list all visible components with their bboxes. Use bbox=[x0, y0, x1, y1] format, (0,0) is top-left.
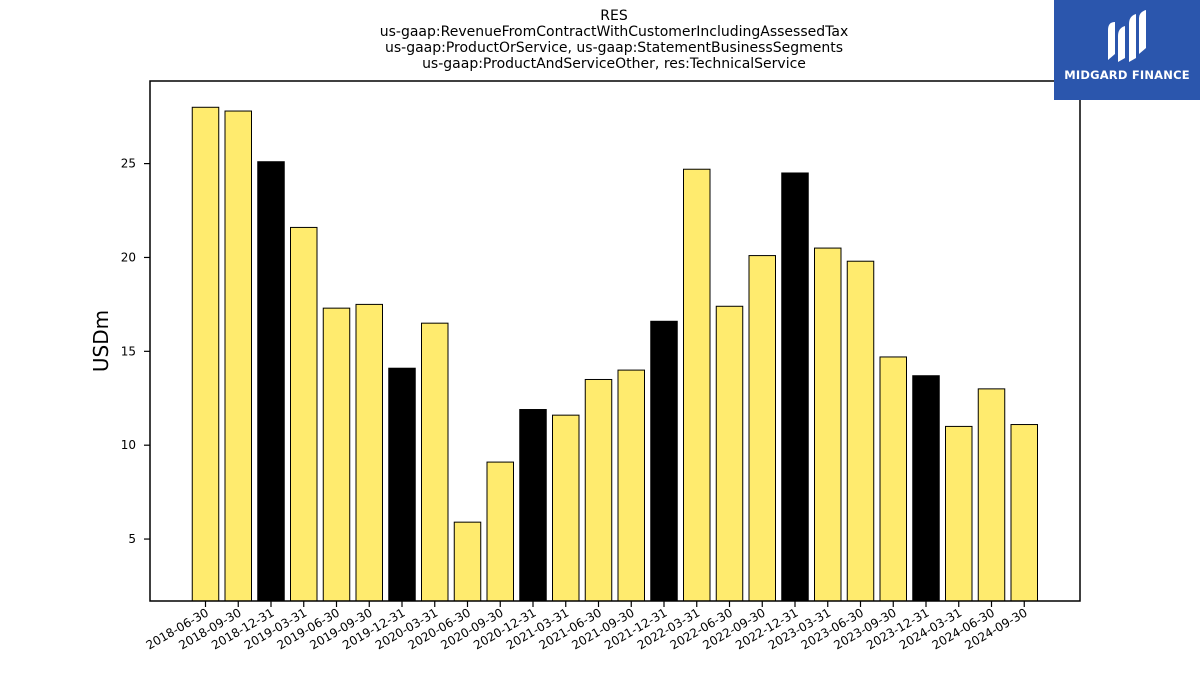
bar-2019-09-30 bbox=[355, 303, 383, 602]
bar-2024-06-30 bbox=[977, 388, 1006, 602]
logo: MIDGARD FINANCE bbox=[1054, 0, 1200, 100]
bar-2022-03-31 bbox=[683, 168, 711, 602]
bar-2019-06-30 bbox=[322, 307, 351, 602]
bar-2019-12-31 bbox=[388, 367, 416, 602]
title-line: us-gaap:ProductOrService, us-gaap:Statem… bbox=[385, 40, 843, 56]
x-axis-ticks: 2018-06-302018-09-302018-12-312019-03-31… bbox=[144, 601, 1030, 652]
bar-2023-06-30 bbox=[846, 260, 875, 602]
bar-2023-09-30 bbox=[879, 356, 907, 602]
logo-mark-icon bbox=[1108, 10, 1146, 62]
bar-2021-09-30 bbox=[617, 369, 645, 602]
y-axis-label: USDm bbox=[89, 310, 113, 372]
bar-2018-12-31 bbox=[257, 161, 285, 602]
bar-2023-12-31 bbox=[912, 375, 940, 602]
bar-2018-06-30 bbox=[191, 106, 220, 602]
y-axis-ticks: 5 10 15 20 25 bbox=[121, 157, 150, 546]
bar-2024-09-30 bbox=[1010, 424, 1038, 602]
y-tick-label: 15 bbox=[121, 344, 136, 358]
bar-2022-06-30 bbox=[715, 305, 744, 602]
bar-2021-03-31 bbox=[552, 414, 580, 602]
title-line: us-gaap:ProductAndServiceOther, res:Tech… bbox=[422, 56, 806, 72]
bar-2022-09-30 bbox=[748, 255, 776, 602]
bar-2023-03-31 bbox=[814, 247, 842, 602]
bar-2020-03-31 bbox=[421, 322, 449, 602]
bar-2020-06-30 bbox=[453, 521, 482, 602]
bar-2020-09-30 bbox=[486, 461, 514, 602]
bar-2024-03-31 bbox=[945, 425, 973, 602]
bar-2018-09-30 bbox=[224, 110, 252, 602]
y-tick-label: 5 bbox=[128, 532, 136, 546]
bar-2019-03-31 bbox=[290, 226, 318, 602]
plot-frame bbox=[149, 80, 1081, 602]
y-tick-label: 20 bbox=[121, 250, 136, 264]
bars bbox=[191, 106, 1038, 602]
bar-2022-12-31 bbox=[781, 172, 809, 602]
title-line: us-gaap:RevenueFromContractWithCustomerI… bbox=[380, 24, 849, 40]
bar-2021-06-30 bbox=[584, 378, 613, 602]
title-line: RES bbox=[600, 8, 628, 24]
y-tick-label: 25 bbox=[121, 157, 136, 171]
bar-2020-12-31 bbox=[519, 409, 547, 602]
bar-2021-12-31 bbox=[650, 320, 678, 602]
chart-title: RESus-gaap:RevenueFromContractWithCustom… bbox=[380, 8, 849, 72]
y-tick-label: 10 bbox=[121, 438, 136, 452]
logo-text: MIDGARD FINANCE bbox=[1064, 68, 1190, 82]
